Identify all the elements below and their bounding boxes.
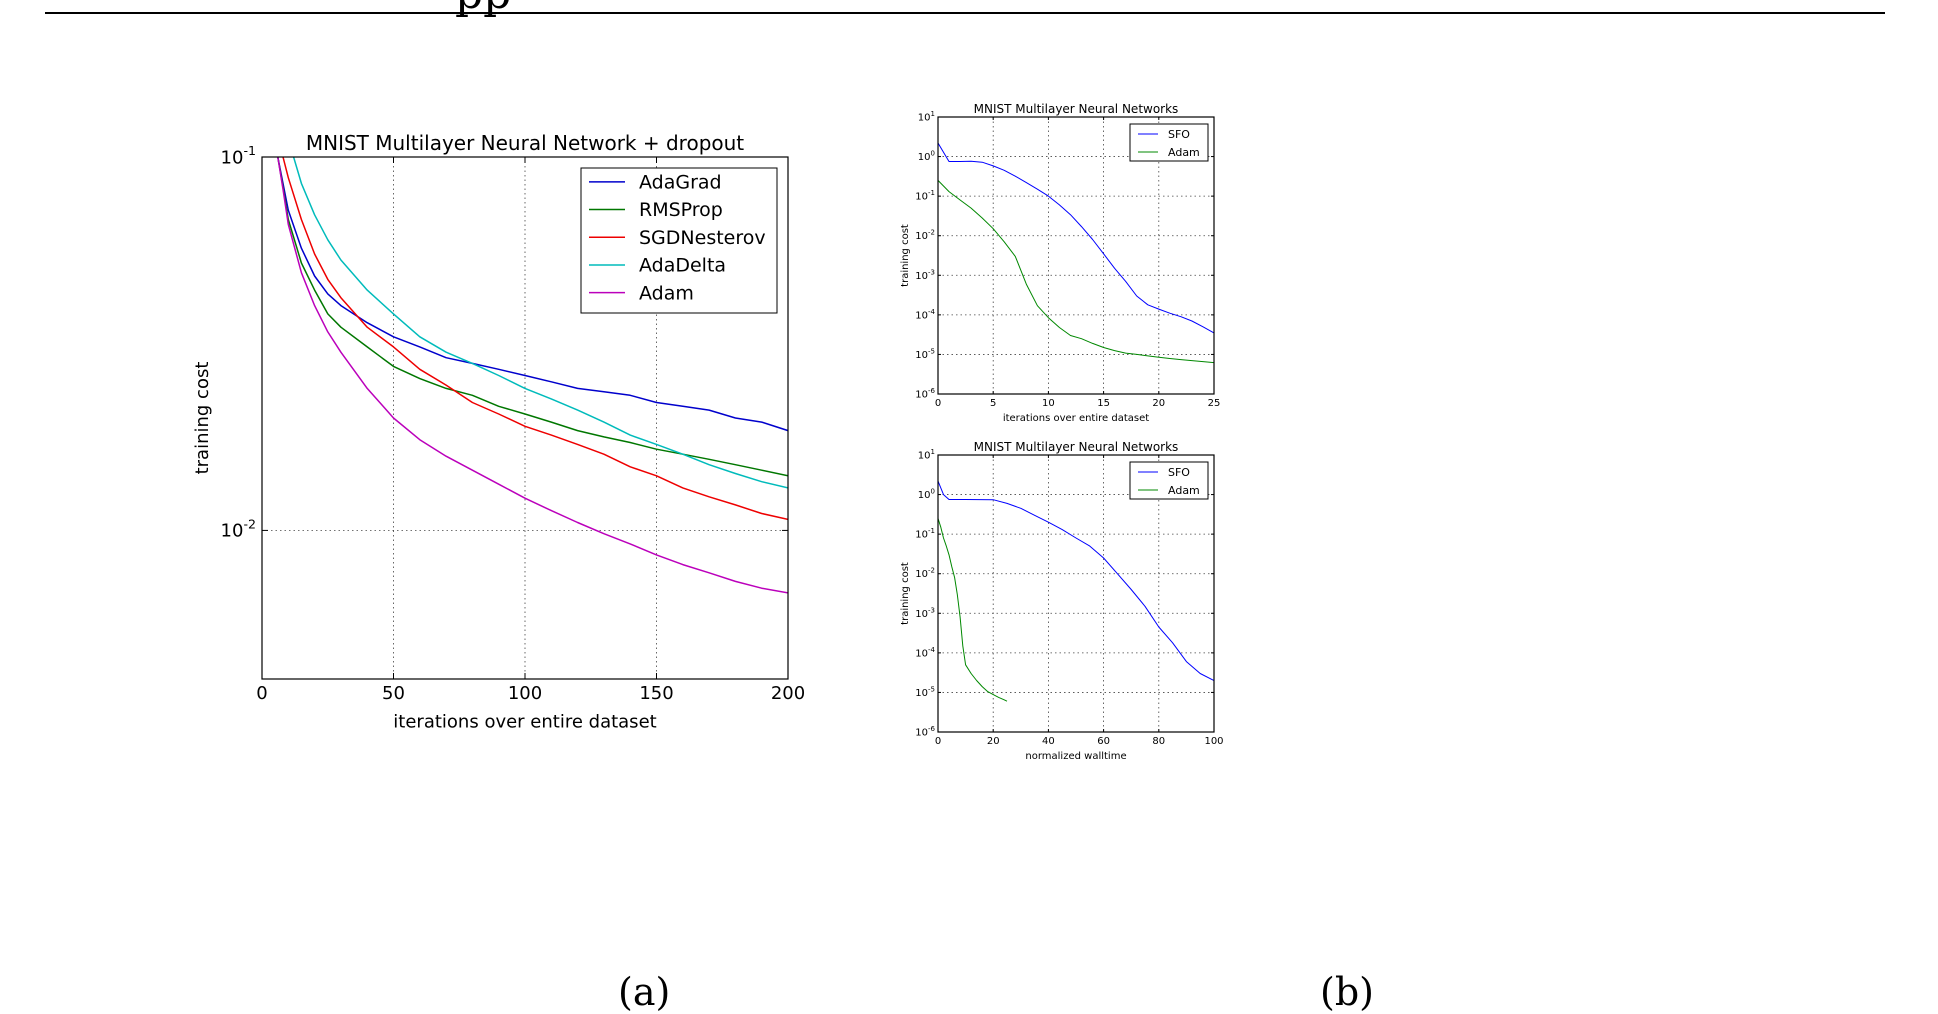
x-tick-label: 0 bbox=[935, 398, 941, 409]
series-line-adam bbox=[938, 180, 1214, 364]
legend-label: Adam bbox=[1168, 484, 1200, 497]
chart-title: MNIST Multilayer Neural Networks bbox=[974, 440, 1179, 454]
series-line-sfo bbox=[938, 142, 1214, 334]
y-tick-label: 10-1 bbox=[221, 143, 256, 168]
legend-box bbox=[1129, 461, 1209, 500]
caption-b: (b) bbox=[1320, 970, 1374, 1014]
y-tick-label: 101 bbox=[918, 110, 935, 124]
y-tick-label: 10-3 bbox=[915, 268, 935, 282]
x-tick-label: 200 bbox=[771, 683, 805, 704]
caption-a: (a) bbox=[618, 970, 671, 1014]
series-line-adagrad bbox=[277, 157, 788, 432]
x-tick-label: 40 bbox=[1042, 736, 1055, 747]
y-tick-label: 10-4 bbox=[915, 308, 935, 322]
y-tick-label: 10-1 bbox=[915, 189, 935, 203]
x-axis-label: normalized walltime bbox=[1025, 751, 1126, 762]
x-tick-label: 25 bbox=[1208, 398, 1221, 409]
legend-box bbox=[1129, 123, 1209, 162]
x-tick-label: 100 bbox=[1204, 736, 1223, 747]
x-tick-label: 50 bbox=[382, 683, 405, 704]
y-tick-label: 100 bbox=[918, 150, 935, 164]
legend-label: SGDNesterov bbox=[639, 227, 766, 249]
y-tick-label: 100 bbox=[918, 488, 935, 502]
chart-title: MNIST Multilayer Neural Network + dropou… bbox=[306, 131, 744, 155]
legend-label: RMSProp bbox=[639, 199, 723, 221]
x-tick-label: 15 bbox=[1097, 398, 1110, 409]
y-tick-label: 10-4 bbox=[915, 646, 935, 660]
series-line-sfo bbox=[938, 480, 1214, 681]
x-tick-label: 10 bbox=[1042, 398, 1055, 409]
x-tick-label: 80 bbox=[1152, 736, 1165, 747]
legend-label: Adam bbox=[639, 282, 694, 304]
x-tick-label: 0 bbox=[935, 736, 941, 747]
y-tick-label: 10-3 bbox=[915, 606, 935, 620]
x-tick-label: 100 bbox=[508, 683, 542, 704]
series-group bbox=[277, 157, 788, 594]
y-tick-label: 10-6 bbox=[915, 725, 935, 739]
series-line-adadelta bbox=[292, 157, 788, 489]
plot-frame bbox=[937, 116, 1215, 395]
legend-label: AdaDelta bbox=[639, 255, 726, 277]
series-line-adam bbox=[938, 518, 1008, 702]
page-header-fragment: pp bbox=[455, 0, 511, 19]
legend-label: AdaGrad bbox=[639, 172, 722, 194]
series-line-sgdnesterov bbox=[282, 157, 788, 521]
x-tick-label: 20 bbox=[1152, 398, 1165, 409]
y-axis-label: training cost bbox=[900, 562, 911, 625]
y-axis-label: training cost bbox=[900, 224, 911, 287]
chart-panel-b-bottom: 0 20 40 60 80 100 101 100 10-1 10-2 10-3 10-4 10-5 10… bbox=[900, 440, 1224, 762]
series-group bbox=[938, 142, 1214, 364]
legend-label: SFO bbox=[1168, 128, 1190, 141]
legend-label: SFO bbox=[1168, 466, 1190, 479]
y-tick-label: 10-5 bbox=[915, 347, 935, 361]
y-tick-label: 101 bbox=[918, 448, 935, 462]
series-group bbox=[938, 480, 1214, 702]
series-line-rmsprop bbox=[277, 157, 788, 477]
x-axis-label: iterations over entire dataset bbox=[1003, 413, 1149, 424]
x-tick-label: 0 bbox=[256, 683, 267, 704]
chart-panel-a: 0 50 100 150 200 10-1 10-2 MNIST Multilayer Neu… bbox=[192, 131, 805, 733]
y-tick-label: 10-1 bbox=[915, 527, 935, 541]
legend-box bbox=[580, 167, 778, 314]
page-top-rule bbox=[45, 12, 1885, 14]
y-axis-label: training cost bbox=[192, 362, 213, 475]
chart-panel-b-top: 0 5 10 15 20 25 101 100 10-1 10-2 10-3 10-4 10-5 10-6… bbox=[900, 102, 1220, 424]
legend-label: Adam bbox=[1168, 146, 1200, 159]
y-tick-label: 10-2 bbox=[221, 517, 256, 542]
y-tick-label: 10-5 bbox=[915, 685, 935, 699]
x-tick-label: 5 bbox=[990, 398, 996, 409]
y-tick-label: 10-2 bbox=[915, 229, 935, 243]
x-tick-label: 20 bbox=[987, 736, 1000, 747]
plot-frame bbox=[937, 454, 1215, 733]
chart-title: MNIST Multilayer Neural Networks bbox=[974, 102, 1179, 116]
x-tick-label: 60 bbox=[1097, 736, 1110, 747]
y-tick-label: 10-2 bbox=[915, 567, 935, 581]
series-line-adam bbox=[277, 157, 788, 594]
x-tick-label: 150 bbox=[639, 683, 673, 704]
y-tick-label: 10-6 bbox=[915, 387, 935, 401]
x-axis-label: iterations over entire dataset bbox=[393, 712, 656, 733]
